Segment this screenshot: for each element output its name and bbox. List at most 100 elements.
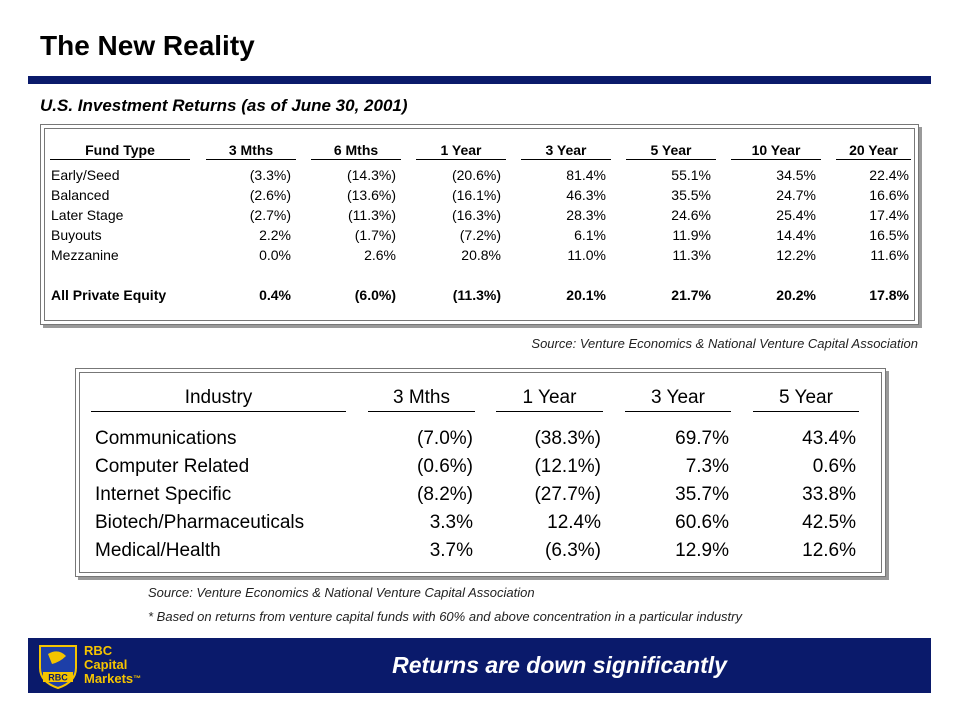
industry-table-header-2: 1 Year bbox=[496, 385, 603, 412]
industry-returns-table: Industry 3 Mths 1 Year 3 Year 5 Year Communic… bbox=[75, 368, 886, 577]
footer-bar: RBC RBC Capital Markets™ Returns are dow… bbox=[28, 638, 931, 693]
fund-cell: 20.1% bbox=[566, 287, 606, 303]
fund-table-header-5: 5 Year bbox=[626, 141, 716, 160]
fund-cell: 81.4% bbox=[566, 167, 606, 183]
fund-cell: 16.6% bbox=[869, 187, 909, 203]
fund-cell: 20.2% bbox=[776, 287, 816, 303]
fund-table-header-1: 3 Mths bbox=[206, 141, 296, 160]
fund-cell: 35.5% bbox=[671, 187, 711, 203]
industry-returns-table-frame bbox=[79, 372, 882, 573]
fund-cell: 24.7% bbox=[776, 187, 816, 203]
fund-cell: (16.1%) bbox=[451, 187, 501, 203]
industry-cell: 60.6% bbox=[675, 512, 729, 533]
fund-cell: 20.8% bbox=[461, 247, 501, 263]
logo-line-3: Markets bbox=[84, 671, 134, 686]
fund-cell: 25.4% bbox=[776, 207, 816, 223]
fund-row-label: All Private Equity bbox=[51, 287, 167, 303]
industry-cell: (7.0%) bbox=[417, 428, 473, 449]
logo-line-1: RBC bbox=[84, 643, 113, 658]
fund-cell: (11.3%) bbox=[452, 287, 501, 303]
fund-cell: 2.2% bbox=[259, 227, 291, 243]
industry-cell: 7.3% bbox=[685, 456, 729, 477]
logo-monogram: RBC bbox=[48, 673, 68, 683]
fund-row-label: Balanced bbox=[51, 187, 110, 203]
fund-cell: (2.7%) bbox=[249, 207, 291, 223]
industry-cell: 12.4% bbox=[547, 512, 601, 533]
fund-cell: (20.6%) bbox=[451, 167, 501, 183]
industry-cell: 42.5% bbox=[802, 512, 856, 533]
fund-cell: 0.4% bbox=[259, 287, 291, 303]
industry-table-header-1: 3 Mths bbox=[368, 385, 475, 412]
fund-cell: 34.5% bbox=[776, 167, 816, 183]
fund-cell: 14.4% bbox=[776, 227, 816, 243]
fund-row-label: Later Stage bbox=[51, 207, 124, 223]
fund-cell: 24.6% bbox=[671, 207, 711, 223]
fund-cell: (13.6%) bbox=[346, 187, 396, 203]
industry-cell: (12.1%) bbox=[534, 456, 601, 477]
fund-returns-table-frame bbox=[44, 128, 915, 321]
footnote: * Based on returns from venture capital … bbox=[148, 609, 743, 624]
rbc-shield-icon: RBC bbox=[39, 645, 77, 690]
fund-cell: 16.5% bbox=[869, 227, 909, 243]
logo-wordmark: RBC Capital Markets™ bbox=[84, 644, 141, 686]
footer-message: Returns are down significantly bbox=[392, 652, 727, 678]
source-note-2: Source: Venture Economics & National Ven… bbox=[148, 585, 535, 600]
fund-cell: (11.3%) bbox=[348, 207, 396, 223]
industry-row-label: Biotech/Pharmaceuticals bbox=[95, 512, 305, 533]
industry-cell: (0.6%) bbox=[417, 456, 473, 477]
fund-cell: 21.7% bbox=[671, 287, 711, 303]
fund-cell: 12.2% bbox=[776, 247, 816, 263]
fund-table-header-2: 6 Mths bbox=[311, 141, 401, 160]
source-note-1: Source: Venture Economics & National Ven… bbox=[531, 336, 918, 351]
industry-cell: (27.7%) bbox=[534, 484, 601, 505]
fund-cell: 0.0% bbox=[259, 247, 291, 263]
fund-cell: (1.7%) bbox=[354, 227, 396, 243]
industry-cell: 12.9% bbox=[675, 540, 729, 561]
industry-cell: 12.6% bbox=[802, 540, 856, 561]
fund-cell: 22.4% bbox=[869, 167, 909, 183]
industry-cell: 69.7% bbox=[675, 428, 729, 449]
table-subtitle: U.S. Investment Returns (as of June 30, … bbox=[40, 96, 408, 115]
industry-cell: 3.3% bbox=[429, 512, 473, 533]
fund-cell: (3.3%) bbox=[249, 167, 291, 183]
fund-returns-table: Fund Type 3 Mths 6 Mths 1 Year 3 Year 5 Year 1… bbox=[40, 124, 919, 325]
industry-cell: 43.4% bbox=[802, 428, 856, 449]
page-title: The New Reality bbox=[40, 30, 255, 61]
logo-line-3-wrap: Markets™ bbox=[84, 672, 141, 686]
fund-cell: 11.9% bbox=[672, 227, 711, 243]
industry-cell: 3.7% bbox=[429, 540, 473, 561]
industry-cell: (8.2%) bbox=[417, 484, 473, 505]
fund-table-header-7: 20 Year bbox=[836, 141, 911, 160]
fund-cell: 46.3% bbox=[566, 187, 606, 203]
industry-cell: (6.3%) bbox=[545, 540, 601, 561]
fund-row-label: Early/Seed bbox=[51, 167, 120, 183]
fund-cell: (16.3%) bbox=[451, 207, 501, 223]
fund-cell: 55.1% bbox=[671, 167, 711, 183]
logo-line-2: Capital bbox=[84, 657, 128, 672]
fund-table-header-3: 1 Year bbox=[416, 141, 506, 160]
industry-cell: 33.8% bbox=[802, 484, 856, 505]
fund-cell: 17.8% bbox=[869, 287, 909, 303]
fund-row-label: Buyouts bbox=[51, 227, 102, 243]
fund-cell: 28.3% bbox=[566, 207, 606, 223]
industry-row-label: Internet Specific bbox=[95, 484, 232, 505]
industry-cell: (38.3%) bbox=[534, 428, 601, 449]
industry-cell: 35.7% bbox=[675, 484, 729, 505]
fund-cell: (14.3%) bbox=[346, 167, 396, 183]
fund-row-label: Mezzanine bbox=[51, 247, 119, 263]
fund-cell: (7.2%) bbox=[459, 227, 501, 243]
industry-table-header-3: 3 Year bbox=[625, 385, 731, 412]
industry-row-label: Medical/Health bbox=[95, 540, 221, 561]
fund-table-header-4: 3 Year bbox=[521, 141, 611, 160]
industry-row-label: Computer Related bbox=[95, 456, 250, 477]
fund-cell: (2.6%) bbox=[249, 187, 291, 203]
fund-table-header-0: Fund Type bbox=[50, 141, 190, 160]
industry-row-label: Communications bbox=[95, 428, 237, 449]
fund-cell: 2.6% bbox=[364, 247, 396, 263]
fund-cell: 17.4% bbox=[869, 207, 909, 223]
rbc-logo: RBC RBC Capital Markets™ bbox=[36, 642, 166, 690]
industry-cell: 0.6% bbox=[812, 456, 856, 477]
industry-table-header-0: Industry bbox=[91, 385, 346, 412]
fund-table-header-6: 10 Year bbox=[731, 141, 821, 160]
fund-cell: 6.1% bbox=[574, 227, 606, 243]
